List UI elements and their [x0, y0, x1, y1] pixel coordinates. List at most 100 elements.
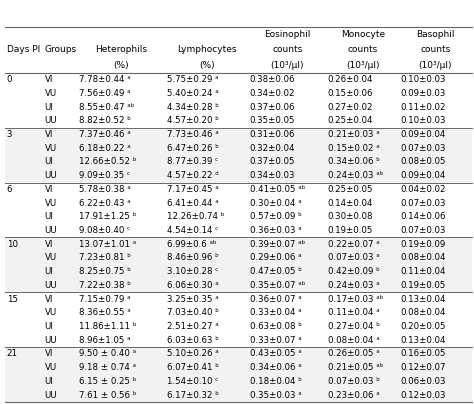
- Text: 5.75±0.29 ᵃ: 5.75±0.29 ᵃ: [167, 75, 219, 84]
- Text: 4.54±0.14 ᶜ: 4.54±0.14 ᶜ: [167, 226, 219, 235]
- Text: 0.07±0.03: 0.07±0.03: [401, 144, 446, 153]
- Text: 0.37±0.06: 0.37±0.06: [250, 103, 295, 112]
- Bar: [5, 169, 472, 183]
- Text: 0.22±0.07 ᵃ: 0.22±0.07 ᵃ: [328, 240, 380, 249]
- Text: 12.66±0.52 ᵇ: 12.66±0.52 ᵇ: [79, 158, 136, 166]
- Text: 6.15 ± 0.25 ᵇ: 6.15 ± 0.25 ᵇ: [79, 377, 136, 386]
- Bar: [5, 238, 472, 251]
- Bar: [5, 265, 472, 278]
- Text: UI: UI: [45, 267, 54, 276]
- Text: 0.26±0.04: 0.26±0.04: [328, 75, 374, 84]
- Text: UI: UI: [45, 213, 54, 221]
- Text: 0.26±0.05 ᵃ: 0.26±0.05 ᵃ: [328, 349, 380, 358]
- Text: Basophil: Basophil: [416, 30, 455, 39]
- Text: 8.77±0.39 ᶜ: 8.77±0.39 ᶜ: [167, 158, 218, 166]
- Text: 0.11±0.04 ᵃ: 0.11±0.04 ᵃ: [328, 308, 380, 317]
- Text: 6.17±0.32 ᵇ: 6.17±0.32 ᵇ: [167, 391, 219, 400]
- Bar: [5, 306, 472, 320]
- Text: Monocyte: Monocyte: [341, 30, 385, 39]
- Text: VI: VI: [45, 240, 53, 249]
- Text: VU: VU: [45, 144, 57, 153]
- Bar: [5, 183, 472, 196]
- Text: 6.18±0.22 ᵃ: 6.18±0.22 ᵃ: [79, 144, 130, 153]
- Text: 0.18±0.04 ᵇ: 0.18±0.04 ᵇ: [250, 377, 301, 386]
- Text: 8.82±0.52 ᵇ: 8.82±0.52 ᵇ: [79, 116, 131, 125]
- Text: 0.09±0.03: 0.09±0.03: [401, 89, 446, 98]
- Bar: [5, 251, 472, 265]
- Text: 0.24±0.03 ᵃ: 0.24±0.03 ᵃ: [328, 281, 380, 290]
- Text: 6.07±0.41 ᵇ: 6.07±0.41 ᵇ: [167, 363, 219, 372]
- Bar: [5, 155, 472, 169]
- Text: 0.63±0.08 ᵇ: 0.63±0.08 ᵇ: [250, 322, 301, 331]
- Text: 0.07±0.03 ᵇ: 0.07±0.03 ᵇ: [328, 377, 380, 386]
- Text: UI: UI: [45, 322, 54, 331]
- Bar: [5, 347, 472, 361]
- Text: VU: VU: [45, 308, 57, 317]
- Text: 0.19±0.05: 0.19±0.05: [328, 226, 373, 235]
- Text: 0.17±0.03 ᵃᵇ: 0.17±0.03 ᵃᵇ: [328, 295, 383, 304]
- Text: 0.13±0.04: 0.13±0.04: [401, 295, 446, 304]
- Text: 0.33±0.04 ᵃ: 0.33±0.04 ᵃ: [250, 308, 301, 317]
- Text: 0.08±0.04 ᵃ: 0.08±0.04 ᵃ: [328, 336, 380, 345]
- Text: 0.27±0.02: 0.27±0.02: [328, 103, 374, 112]
- Bar: [5, 86, 472, 100]
- Text: counts: counts: [420, 45, 450, 54]
- Text: 0.13±0.04: 0.13±0.04: [401, 336, 446, 345]
- Text: 0.32±0.04: 0.32±0.04: [250, 144, 295, 153]
- Text: 0.30±0.08: 0.30±0.08: [328, 213, 374, 221]
- Text: UI: UI: [45, 158, 54, 166]
- Bar: [5, 210, 472, 224]
- Text: 7.23±0.81 ᵇ: 7.23±0.81 ᵇ: [79, 253, 131, 263]
- Text: 0.21±0.03 ᵃ: 0.21±0.03 ᵃ: [328, 130, 380, 139]
- Text: 8.55±0.47 ᵃᵇ: 8.55±0.47 ᵃᵇ: [79, 103, 134, 112]
- Text: 0.34±0.02: 0.34±0.02: [250, 89, 295, 98]
- Text: VI: VI: [45, 185, 53, 194]
- Text: 0.34±0.03: 0.34±0.03: [250, 171, 295, 180]
- Text: 0.47±0.05 ᵇ: 0.47±0.05 ᵇ: [250, 267, 301, 276]
- Text: (%): (%): [114, 61, 129, 69]
- Text: 0.20±0.05: 0.20±0.05: [401, 322, 446, 331]
- Text: 6.47±0.26 ᵇ: 6.47±0.26 ᵇ: [167, 144, 219, 153]
- Text: 0.24±0.03 ᵃᵇ: 0.24±0.03 ᵃᵇ: [328, 171, 383, 180]
- Text: 12.26±0.74 ᵇ: 12.26±0.74 ᵇ: [167, 213, 224, 221]
- Text: (10³/µl): (10³/µl): [419, 61, 452, 69]
- Text: UU: UU: [45, 336, 57, 345]
- Text: UU: UU: [45, 281, 57, 290]
- Text: Groups: Groups: [45, 45, 77, 54]
- Text: 7.56±0.49 ᵃ: 7.56±0.49 ᵃ: [79, 89, 130, 98]
- Text: 6.03±0.63 ᵇ: 6.03±0.63 ᵇ: [167, 336, 219, 345]
- Text: 0.30±0.04 ᵃ: 0.30±0.04 ᵃ: [250, 199, 301, 208]
- Text: 0.07±0.03 ᵃ: 0.07±0.03 ᵃ: [328, 253, 380, 263]
- Text: 9.50 ± 0.40 ᵃ: 9.50 ± 0.40 ᵃ: [79, 349, 136, 358]
- Text: 0.06±0.03: 0.06±0.03: [401, 377, 446, 386]
- Text: counts: counts: [347, 45, 378, 54]
- Text: 0.12±0.03: 0.12±0.03: [401, 391, 446, 400]
- Text: 0.36±0.07 ᵃ: 0.36±0.07 ᵃ: [250, 295, 301, 304]
- Text: 0.27±0.04 ᵇ: 0.27±0.04 ᵇ: [328, 322, 380, 331]
- Text: 6: 6: [7, 185, 12, 194]
- Text: 7.61 ± 0.56 ᵇ: 7.61 ± 0.56 ᵇ: [79, 391, 136, 400]
- Text: 0.35±0.03 ᵃ: 0.35±0.03 ᵃ: [250, 391, 301, 400]
- Text: 4.57±0.22 ᵈ: 4.57±0.22 ᵈ: [167, 171, 219, 180]
- Text: 0.08±0.04: 0.08±0.04: [401, 253, 446, 263]
- Text: VU: VU: [45, 199, 57, 208]
- Text: 0.07±0.03: 0.07±0.03: [401, 226, 446, 235]
- Text: 5.78±0.38 ᵃ: 5.78±0.38 ᵃ: [79, 185, 130, 194]
- Bar: [5, 375, 472, 388]
- Text: 7.37±0.46 ᵃ: 7.37±0.46 ᵃ: [79, 130, 130, 139]
- Text: 8.46±0.96 ᵇ: 8.46±0.96 ᵇ: [167, 253, 219, 263]
- Text: 0.36±0.03 ᵃ: 0.36±0.03 ᵃ: [250, 226, 301, 235]
- Text: VU: VU: [45, 363, 57, 372]
- Text: 4.57±0.20 ᵇ: 4.57±0.20 ᵇ: [167, 116, 219, 125]
- Text: Eosinophil: Eosinophil: [264, 30, 310, 39]
- Text: (10³/µl): (10³/µl): [346, 61, 380, 69]
- Text: 9.09±0.35 ᶜ: 9.09±0.35 ᶜ: [79, 171, 130, 180]
- Text: 0.11±0.04: 0.11±0.04: [401, 267, 446, 276]
- Text: Days PI: Days PI: [7, 45, 40, 54]
- Text: (%): (%): [199, 61, 215, 69]
- Text: 0.09±0.04: 0.09±0.04: [401, 171, 446, 180]
- Text: UU: UU: [45, 171, 57, 180]
- Text: 0.25±0.05: 0.25±0.05: [328, 185, 374, 194]
- Text: 8.25±0.75 ᵇ: 8.25±0.75 ᵇ: [79, 267, 131, 276]
- Text: 5.10±0.26 ᵃ: 5.10±0.26 ᵃ: [167, 349, 219, 358]
